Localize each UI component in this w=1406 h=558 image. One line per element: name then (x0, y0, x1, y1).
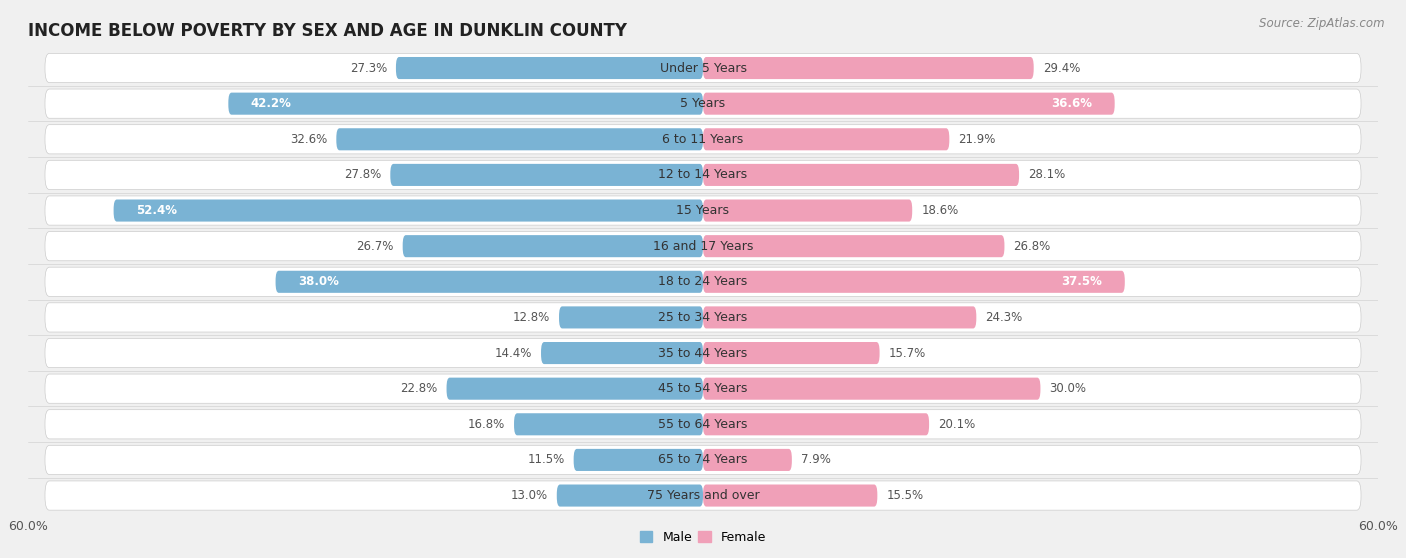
FancyBboxPatch shape (228, 93, 703, 115)
Text: 27.3%: 27.3% (350, 61, 387, 75)
Text: 15.7%: 15.7% (889, 347, 925, 359)
FancyBboxPatch shape (557, 484, 703, 507)
FancyBboxPatch shape (703, 128, 949, 150)
Text: 55 to 64 Years: 55 to 64 Years (658, 418, 748, 431)
Text: 5 Years: 5 Years (681, 97, 725, 110)
Legend: Male, Female: Male, Female (636, 526, 770, 549)
FancyBboxPatch shape (45, 374, 1361, 403)
FancyBboxPatch shape (336, 128, 703, 150)
Text: INCOME BELOW POVERTY BY SEX AND AGE IN DUNKLIN COUNTY: INCOME BELOW POVERTY BY SEX AND AGE IN D… (28, 22, 627, 40)
Text: 28.1%: 28.1% (1028, 169, 1066, 181)
FancyBboxPatch shape (276, 271, 703, 293)
Text: 13.0%: 13.0% (510, 489, 548, 502)
Text: 15 Years: 15 Years (676, 204, 730, 217)
FancyBboxPatch shape (703, 271, 1125, 293)
Text: 22.8%: 22.8% (401, 382, 437, 395)
Text: 26.8%: 26.8% (1014, 240, 1050, 253)
Text: 37.5%: 37.5% (1062, 275, 1102, 288)
Text: 32.6%: 32.6% (290, 133, 328, 146)
FancyBboxPatch shape (114, 200, 703, 222)
FancyBboxPatch shape (45, 54, 1361, 83)
Text: 7.9%: 7.9% (801, 454, 831, 466)
FancyBboxPatch shape (45, 481, 1361, 510)
FancyBboxPatch shape (703, 413, 929, 435)
Text: 27.8%: 27.8% (344, 169, 381, 181)
FancyBboxPatch shape (45, 89, 1361, 118)
Text: 52.4%: 52.4% (136, 204, 177, 217)
FancyBboxPatch shape (396, 57, 703, 79)
Text: 14.4%: 14.4% (495, 347, 531, 359)
FancyBboxPatch shape (402, 235, 703, 257)
Text: 42.2%: 42.2% (250, 97, 291, 110)
FancyBboxPatch shape (45, 267, 1361, 296)
Text: 29.4%: 29.4% (1043, 61, 1080, 75)
FancyBboxPatch shape (45, 339, 1361, 368)
Text: 36.6%: 36.6% (1052, 97, 1092, 110)
Text: 16.8%: 16.8% (468, 418, 505, 431)
FancyBboxPatch shape (703, 378, 1040, 400)
Text: 75 Years and over: 75 Years and over (647, 489, 759, 502)
Text: 12 to 14 Years: 12 to 14 Years (658, 169, 748, 181)
FancyBboxPatch shape (703, 200, 912, 222)
Text: 26.7%: 26.7% (356, 240, 394, 253)
FancyBboxPatch shape (45, 445, 1361, 474)
Text: 18.6%: 18.6% (921, 204, 959, 217)
Text: 6 to 11 Years: 6 to 11 Years (662, 133, 744, 146)
FancyBboxPatch shape (703, 449, 792, 471)
Text: 15.5%: 15.5% (886, 489, 924, 502)
FancyBboxPatch shape (703, 93, 1115, 115)
FancyBboxPatch shape (703, 306, 976, 329)
FancyBboxPatch shape (45, 124, 1361, 154)
FancyBboxPatch shape (515, 413, 703, 435)
Text: 25 to 34 Years: 25 to 34 Years (658, 311, 748, 324)
FancyBboxPatch shape (45, 232, 1361, 261)
Text: 24.3%: 24.3% (986, 311, 1022, 324)
FancyBboxPatch shape (447, 378, 703, 400)
FancyBboxPatch shape (560, 306, 703, 329)
FancyBboxPatch shape (703, 342, 880, 364)
Text: 65 to 74 Years: 65 to 74 Years (658, 454, 748, 466)
FancyBboxPatch shape (703, 57, 1033, 79)
Text: Source: ZipAtlas.com: Source: ZipAtlas.com (1260, 17, 1385, 30)
FancyBboxPatch shape (703, 235, 1004, 257)
Text: 45 to 54 Years: 45 to 54 Years (658, 382, 748, 395)
FancyBboxPatch shape (45, 410, 1361, 439)
Text: 12.8%: 12.8% (513, 311, 550, 324)
Text: 38.0%: 38.0% (298, 275, 339, 288)
Text: 18 to 24 Years: 18 to 24 Years (658, 275, 748, 288)
FancyBboxPatch shape (45, 160, 1361, 190)
FancyBboxPatch shape (574, 449, 703, 471)
FancyBboxPatch shape (703, 484, 877, 507)
Text: 11.5%: 11.5% (527, 454, 565, 466)
FancyBboxPatch shape (703, 164, 1019, 186)
Text: 16 and 17 Years: 16 and 17 Years (652, 240, 754, 253)
Text: Under 5 Years: Under 5 Years (659, 61, 747, 75)
Text: 35 to 44 Years: 35 to 44 Years (658, 347, 748, 359)
FancyBboxPatch shape (541, 342, 703, 364)
Text: 21.9%: 21.9% (959, 133, 995, 146)
Text: 20.1%: 20.1% (938, 418, 976, 431)
Text: 30.0%: 30.0% (1049, 382, 1087, 395)
FancyBboxPatch shape (45, 303, 1361, 332)
FancyBboxPatch shape (391, 164, 703, 186)
FancyBboxPatch shape (45, 196, 1361, 225)
